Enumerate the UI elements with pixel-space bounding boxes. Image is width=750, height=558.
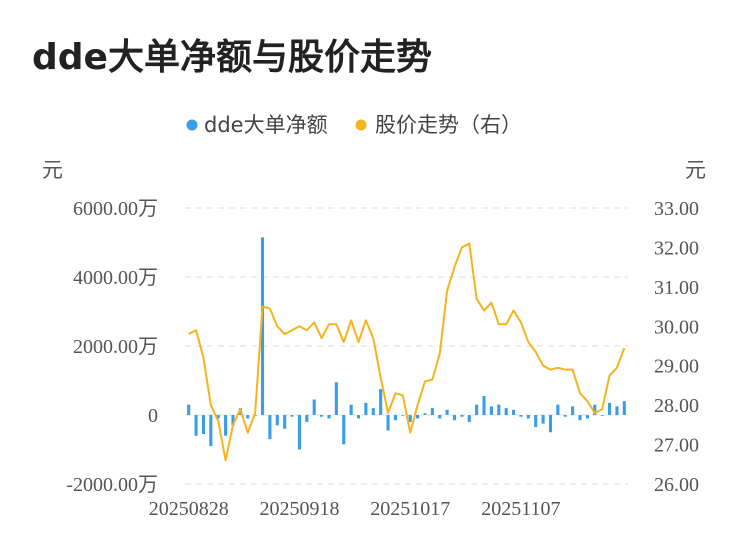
dde-bar [260, 237, 265, 415]
dde-bar [423, 413, 427, 415]
dde-bar [452, 415, 457, 421]
dde-bar [416, 415, 420, 419]
dde-bar [187, 404, 191, 415]
price-line-group [188, 242, 626, 462]
dde-bar [297, 415, 301, 450]
dde-bar [327, 415, 331, 419]
dde-bar [334, 382, 338, 415]
dde-bar [364, 402, 368, 415]
x-tick-label: 20250918 [259, 498, 339, 520]
dde-bar [246, 415, 250, 419]
dde-bar [283, 415, 287, 429]
legend: dde大单净额 股价走势（右） [186, 113, 522, 137]
dde-bar [305, 415, 309, 422]
dde-bar [526, 415, 530, 419]
dde-bar [216, 415, 220, 419]
legend-marker-dde [186, 119, 198, 131]
right-tick-label: 33.00 [654, 198, 699, 220]
left-tick-label: 6000.00万 [73, 198, 158, 220]
dde-bar [268, 415, 272, 440]
dde-bars [187, 237, 626, 450]
right-tick-label: 29.00 [654, 356, 699, 378]
dde-bar [401, 415, 405, 416]
x-tick-label: 20251017 [370, 498, 450, 520]
dde-bar [571, 406, 575, 415]
dde-bar [342, 415, 346, 445]
dde-bar [430, 408, 434, 415]
dde-bar [386, 415, 390, 431]
dde-bar [519, 415, 523, 417]
dde-bar [408, 415, 412, 422]
left-axis-unit: 元 [42, 158, 63, 182]
dde-bar [209, 415, 213, 447]
dde-bar [224, 415, 228, 436]
right-tick-label: 30.00 [654, 316, 699, 338]
left-tick-label: 0 [148, 405, 158, 427]
dde-bar [585, 415, 589, 419]
dde-bar [201, 415, 206, 434]
dde-bar [320, 415, 324, 417]
dde-bar [497, 404, 501, 415]
left-tick-label: 2000.00万 [73, 336, 158, 358]
dde-bar [489, 406, 493, 415]
dde-bar [371, 408, 375, 415]
dde-bar [622, 401, 626, 415]
dde-bar [393, 415, 397, 421]
dde-bar [379, 389, 383, 415]
dde-bar [600, 415, 604, 416]
dde-bar [541, 415, 545, 424]
legend-label-price: 股价走势（右） [375, 113, 522, 137]
right-tick-label: 27.00 [654, 435, 699, 457]
dde-bar [593, 404, 597, 415]
dde-bar [460, 415, 464, 417]
x-tick-label: 20250828 [149, 498, 229, 520]
dde-bar [312, 399, 316, 415]
dde-bar [556, 404, 560, 415]
left-tick-label: 4000.00万 [73, 267, 158, 289]
dde-bar [356, 415, 361, 419]
right-tick-label: 28.00 [654, 395, 699, 417]
dde-bar [231, 415, 235, 426]
right-axis-ticks: 33.00 32.00 31.00 30.00 29.00 28.00 27.00 26.00 [654, 198, 699, 496]
left-tick-label: -2000.00万 [66, 474, 158, 496]
right-tick-label: 26.00 [654, 474, 699, 496]
dde-bar [275, 415, 279, 426]
dde-bar [482, 396, 486, 415]
grid-lines [185, 207, 628, 485]
dde-bar [349, 404, 353, 415]
dde-bar [475, 404, 479, 415]
dde-bar [607, 402, 612, 415]
dde-bar [512, 409, 516, 415]
right-tick-label: 32.00 [654, 237, 699, 259]
chart-title: dde大单净额与股价走势 [32, 37, 432, 78]
legend-label-dde: dde大单净额 [204, 113, 328, 137]
price-line [188, 242, 626, 462]
dde-bar [548, 415, 553, 433]
left-axis-ticks: 6000.00万 4000.00万 2000.00万 0 -2000.00万 [66, 198, 158, 496]
dde-bar [504, 408, 508, 415]
dde-bar [534, 415, 538, 428]
dde-bar [438, 415, 442, 419]
dde-bar [290, 415, 294, 417]
legend-marker-price [355, 119, 367, 131]
right-axis-unit: 元 [685, 158, 706, 182]
dde-bar [445, 409, 449, 415]
dde-bar [194, 415, 198, 436]
dde-bar [467, 415, 471, 422]
dde-bar [563, 415, 567, 417]
dde-bar [615, 406, 619, 415]
x-axis-ticks: 20250828 20250918 20251017 20251107 [149, 498, 561, 520]
x-tick-label: 20251107 [481, 498, 560, 520]
right-tick-label: 31.00 [654, 277, 699, 299]
dde-bar [578, 415, 582, 421]
